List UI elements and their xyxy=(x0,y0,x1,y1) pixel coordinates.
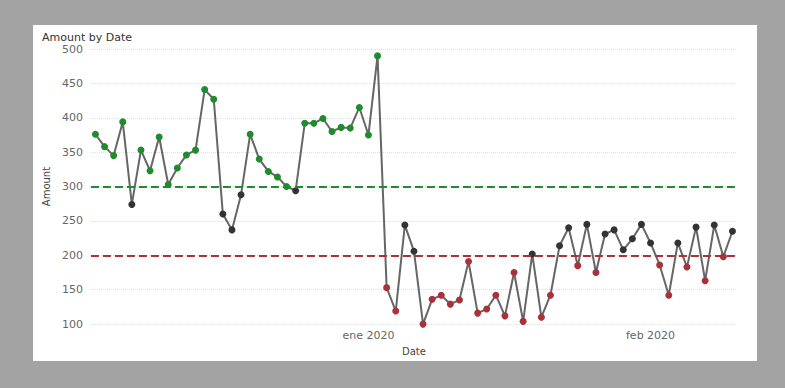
svg-text:Amount by Date: Amount by Date xyxy=(42,31,132,44)
svg-text:100: 100 xyxy=(62,318,83,331)
svg-text:Amount: Amount xyxy=(41,167,52,206)
svg-text:Date: Date xyxy=(402,346,426,357)
svg-text:feb 2020: feb 2020 xyxy=(626,329,675,342)
svg-text:400: 400 xyxy=(62,111,83,124)
svg-text:450: 450 xyxy=(62,77,83,90)
svg-text:350: 350 xyxy=(62,146,83,159)
svg-text:200: 200 xyxy=(62,249,83,262)
svg-text:500: 500 xyxy=(62,43,83,56)
svg-text:ene 2020: ene 2020 xyxy=(342,329,394,342)
svg-text:150: 150 xyxy=(62,283,83,296)
svg-text:250: 250 xyxy=(62,214,83,227)
svg-text:300: 300 xyxy=(62,180,83,193)
